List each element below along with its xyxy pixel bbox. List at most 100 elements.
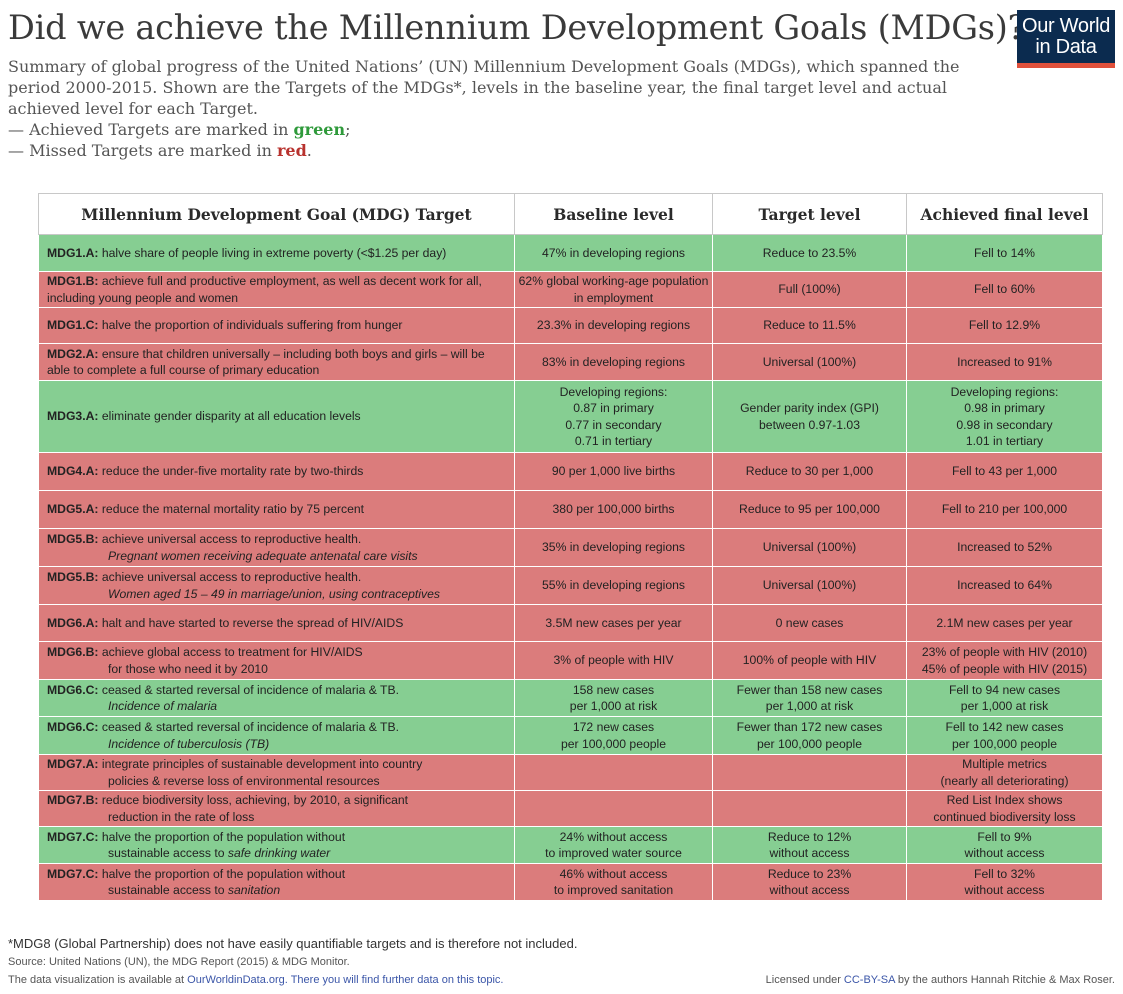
target-text: achieve full and productive employment, …	[47, 274, 482, 305]
target-level-cell	[712, 754, 907, 791]
column-header: Target level	[712, 193, 907, 235]
target-cell: MDG6.C: ceased & started reversal of inc…	[38, 679, 515, 717]
intro: Summary of global progress of the United…	[8, 56, 1008, 161]
target-code: MDG7.C:	[47, 866, 99, 881]
baseline-cell: 3% of people with HIV	[514, 641, 713, 680]
target-level-cell: Reduce to 30 per 1,000	[712, 452, 907, 491]
target-cell: MDG3.A: eliminate gender disparity at al…	[38, 380, 515, 453]
target-text: achieve universal access to reproductive…	[98, 532, 362, 546]
mdg-table: Millennium Development Goal (MDG) Target…	[38, 193, 1103, 901]
target-cell: MDG4.A: reduce the under-five mortality …	[38, 452, 515, 491]
target-level-cell	[712, 790, 907, 827]
target-code: MDG6.B:	[47, 645, 99, 659]
page-title: Did we achieve the Millennium Developmen…	[8, 8, 1026, 47]
target-code: MDG5.B:	[47, 532, 99, 546]
target-cell: MDG5.B: achieve universal access to repr…	[38, 566, 515, 605]
logo-line-2: in Data	[1035, 36, 1097, 58]
target-code: MDG1.B:	[47, 274, 99, 288]
baseline-cell	[514, 754, 713, 791]
legend-achieved-prefix: — Achieved Targets are marked in	[8, 120, 294, 139]
viz-note: The data visualization is available at O…	[8, 974, 504, 986]
legend-missed-prefix: — Missed Targets are marked in	[8, 141, 277, 160]
target-note-line: Pregnant women receiving adequate antena…	[47, 548, 511, 565]
viz-prefix: The data visualization is available at	[8, 974, 188, 986]
target-cell: MDG7.B: reduce biodiversity loss, achiev…	[38, 790, 515, 827]
achieved-cell: Multiple metrics (nearly all deteriorati…	[906, 754, 1103, 791]
baseline-cell: 46% without access to improved sanitatio…	[514, 863, 713, 901]
footnote: *MDG8 (Global Partnership) does not have…	[8, 936, 578, 951]
table-row: MDG1.B: achieve full and productive empl…	[38, 271, 1103, 308]
target-text-line-2: sustainable access to sanitation	[108, 883, 281, 897]
target-code: MDG7.B:	[47, 793, 99, 807]
owid-logo[interactable]: Our World in Data	[1017, 10, 1115, 68]
baseline-cell: 158 new cases per 1,000 at risk	[514, 679, 713, 717]
license-prefix: Licensed under	[765, 974, 844, 986]
baseline-cell: 55% in developing regions	[514, 566, 713, 605]
achieved-cell: Fell to 94 new cases per 1,000 at risk	[906, 679, 1103, 717]
target-cell: MDG6.C: ceased & started reversal of inc…	[38, 716, 515, 755]
owid-link[interactable]: OurWorldinData.org	[187, 974, 285, 986]
logo-accent-bar	[1017, 63, 1115, 68]
target-note: Pregnant women receiving adequate antena…	[108, 548, 418, 563]
target-text-line-2: reduction in the rate of loss	[108, 809, 255, 824]
target-level-cell: Reduce to 95 per 100,000	[712, 490, 907, 529]
target-level-cell: Universal (100%)	[712, 566, 907, 605]
target-level-cell: Reduce to 23% without access	[712, 863, 907, 901]
target-text: integrate principles of sustainable deve…	[98, 757, 423, 771]
target-cell: MDG5.B: achieve universal access to repr…	[38, 528, 515, 567]
target-level-cell: Fewer than 172 new cases per 100,000 peo…	[712, 716, 907, 755]
table-row: MDG1.A: halve share of people living in …	[38, 234, 1103, 272]
table-row: MDG1.C: halve the proportion of individu…	[38, 307, 1103, 344]
license-note: Licensed under CC-BY-SA by the authors H…	[766, 974, 1115, 986]
table-row: MDG3.A: eliminate gender disparity at al…	[38, 380, 1103, 453]
legend-missed-suffix: .	[306, 141, 312, 160]
table-row: MDG6.C: ceased & started reversal of inc…	[38, 716, 1103, 755]
baseline-cell: 47% in developing regions	[514, 234, 713, 272]
subtitle: Summary of global progress of the United…	[8, 57, 960, 118]
baseline-cell	[514, 790, 713, 827]
target-text-line-2: sustainable access to safe drinking wate…	[108, 846, 331, 860]
license-suffix: by the authors Hannah Ritchie & Max Rose…	[894, 974, 1115, 986]
table-row: MDG2.A: ensure that children universally…	[38, 343, 1103, 381]
target-code: MDG1.C:	[47, 318, 99, 333]
target-text: reduce the maternal mortality ratio by 7…	[98, 502, 365, 517]
logo-line-1: Our World	[1021, 15, 1111, 37]
target-text: ensure that children universally – inclu…	[47, 346, 485, 378]
achieved-cell: 23% of people with HIV (2010) 45% of peo…	[906, 641, 1103, 680]
table-row: MDG7.B: reduce biodiversity loss, achiev…	[38, 790, 1103, 827]
achieved-cell: Fell to 14%	[906, 234, 1103, 272]
license-link[interactable]: CC-BY-SA	[843, 974, 895, 986]
target-level-cell: Reduce to 23.5%	[712, 234, 907, 272]
target-cell: MDG1.A: halve share of people living in …	[38, 234, 515, 272]
baseline-cell: 380 per 100,000 births	[514, 490, 713, 529]
baseline-cell: 62% global working-age population in emp…	[514, 271, 713, 308]
achieved-cell: Fell to 210 per 100,000	[906, 490, 1103, 529]
baseline-cell: 172 new cases per 100,000 people	[514, 716, 713, 755]
target-note: Incidence of malaria	[108, 699, 218, 713]
legend-missed: — Missed Targets are marked in red.	[8, 140, 1008, 161]
target-text: ceased & started reversal of incidence o…	[98, 682, 400, 697]
target-cell: MDG6.B: achieve global access to treatme…	[38, 641, 515, 680]
target-level-cell: Universal (100%)	[712, 528, 907, 567]
achieved-cell: Fell to 32% without access	[906, 863, 1103, 901]
target-cell: MDG1.B: achieve full and productive empl…	[38, 271, 515, 308]
achieved-cell: Fell to 43 per 1,000	[906, 452, 1103, 491]
target-text: reduce biodiversity loss, achieving, by …	[98, 793, 409, 807]
column-header: Millennium Development Goal (MDG) Target	[38, 193, 515, 235]
table-row: MDG4.A: reduce the under-five mortality …	[38, 452, 1103, 491]
target-code: MDG5.A:	[47, 502, 99, 517]
baseline-cell: 3.5M new cases per year	[514, 604, 713, 642]
column-header: Baseline level	[514, 193, 713, 235]
baseline-cell: 23.3% in developing regions	[514, 307, 713, 344]
target-text: halve share of people living in extreme …	[98, 245, 447, 260]
target-cell: MDG5.A: reduce the maternal mortality ra…	[38, 490, 515, 529]
target-code: MDG2.A:	[47, 346, 99, 361]
target-code: MDG5.B:	[47, 570, 99, 584]
achieved-cell: Increased to 91%	[906, 343, 1103, 381]
target-text-line-2: policies & reverse loss of environmental…	[108, 773, 380, 788]
achieved-cell: Fell to 60%	[906, 271, 1103, 308]
table-row: MDG6.B: achieve global access to treatme…	[38, 641, 1103, 680]
achieved-cell: 2.1M new cases per year	[906, 604, 1103, 642]
target-note-line: Women aged 15 – 49 in marriage/union, us…	[47, 586, 511, 603]
target-text: achieve universal access to reproductive…	[98, 570, 362, 584]
